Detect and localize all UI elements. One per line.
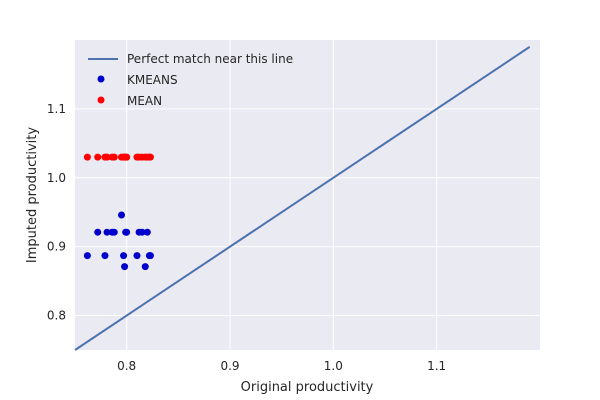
point-kmeans	[83, 252, 91, 260]
legend: Perfect match near this line KMEANS MEAN	[88, 52, 293, 108]
reference-line-group	[74, 46, 531, 351]
y-tick-label: 0.8	[47, 309, 66, 323]
x-axis-label: Original productivity	[241, 380, 374, 395]
x-tick-labels: 0.8 0.9 1.0 1.1	[117, 359, 446, 373]
point-kmeans	[141, 263, 149, 271]
x-tick-label: 1.0	[324, 359, 343, 373]
point-mean	[94, 153, 102, 161]
point-kmeans	[118, 211, 125, 219]
y-tick-label: 1.1	[47, 102, 66, 116]
x-tick-label: 0.8	[117, 359, 136, 373]
point-kmeans	[121, 263, 129, 271]
data-points	[83, 153, 154, 271]
point-mean	[123, 153, 131, 161]
point-kmeans	[101, 252, 109, 260]
point-mean	[83, 153, 91, 161]
y-tick-label: 0.9	[47, 240, 66, 254]
point-kmeans	[143, 228, 151, 236]
point-kmeans	[146, 252, 154, 260]
legend-label-kmeans: KMEANS	[127, 73, 178, 87]
point-kmeans	[103, 228, 111, 236]
grid-lines	[75, 40, 540, 350]
legend-label-reference: Perfect match near this line	[127, 52, 293, 66]
point-mean	[103, 153, 111, 161]
legend-marker-kmeans	[97, 75, 105, 83]
reference-line	[74, 46, 531, 351]
point-mean	[146, 153, 154, 161]
point-kmeans	[110, 228, 118, 236]
point-kmeans	[120, 252, 128, 260]
point-mean	[110, 153, 118, 161]
point-kmeans	[133, 252, 141, 260]
point-kmeans	[123, 228, 131, 236]
y-axis-label: Imputed productivity	[25, 127, 40, 263]
x-tick-label: 1.1	[427, 359, 446, 373]
point-kmeans	[138, 228, 146, 236]
y-tick-label: 1.0	[47, 171, 66, 185]
legend-marker-mean	[97, 96, 105, 104]
x-tick-label: 0.9	[220, 359, 239, 373]
y-tick-labels: 0.8 0.9 1.0 1.1	[47, 102, 66, 323]
point-kmeans	[94, 228, 102, 236]
legend-label-mean: MEAN	[127, 94, 162, 108]
